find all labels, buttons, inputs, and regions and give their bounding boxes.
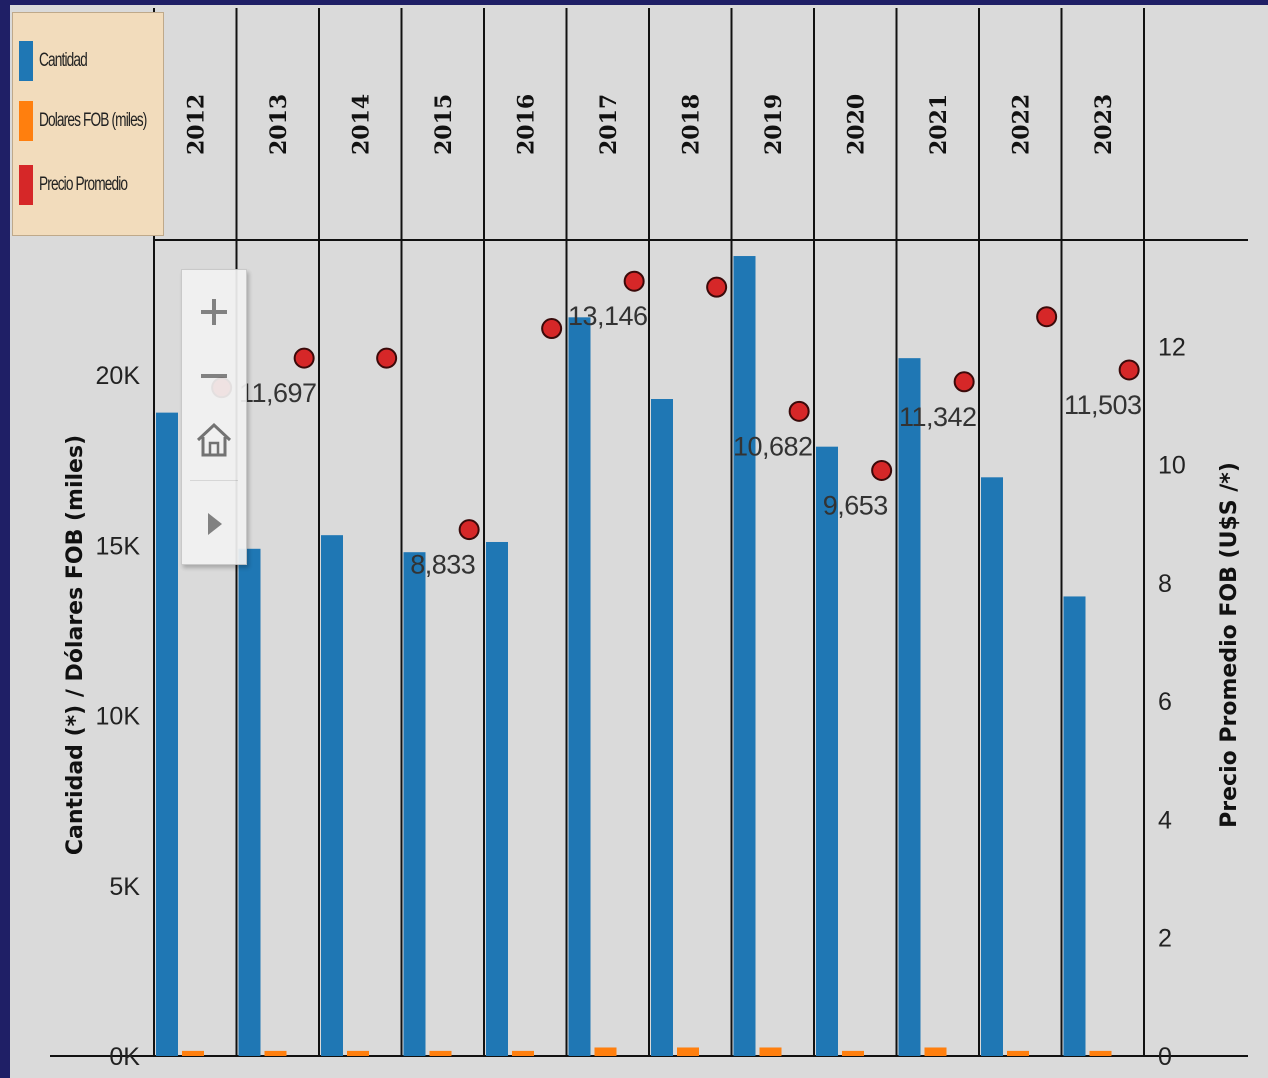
legend-item-precio[interactable]: Precio Promedio <box>19 165 161 205</box>
category-label: 2015 <box>431 94 457 155</box>
data-label: 8,833 <box>410 550 475 580</box>
point-precio-promedio <box>788 400 810 422</box>
category-label: 2014 <box>348 94 374 155</box>
category-label: 2013 <box>266 94 292 155</box>
bar-dolares-fob <box>1089 1050 1112 1056</box>
point-precio-promedio <box>953 371 975 393</box>
zoom-out-button[interactable] <box>182 344 246 408</box>
category-label: 2021 <box>926 94 952 155</box>
category-label: 2020 <box>843 94 869 155</box>
zoom-in-button[interactable] <box>182 280 246 344</box>
point-precio-promedio <box>623 270 645 292</box>
y-left-axis-title: Cantidad (*) / Dólares FOB (miles) <box>63 435 88 855</box>
y-right-tick-label: 0 <box>1158 1043 1172 1071</box>
point-precio-promedio <box>871 459 893 481</box>
legend-swatch-dolares <box>19 101 33 141</box>
legend-item-cantidad[interactable]: Cantidad <box>19 41 105 81</box>
y-right-tick-label: 10 <box>1158 452 1186 480</box>
data-label: 11,697 <box>239 378 317 408</box>
y-left-tick-label: 0K <box>109 1043 140 1071</box>
bar-dolares-fob <box>759 1047 782 1056</box>
home-button[interactable] <box>182 408 246 472</box>
zoom-controls <box>181 269 247 565</box>
bar-cantidad <box>816 446 838 1056</box>
category-label: 2023 <box>1091 94 1117 155</box>
legend-label-dolares: Dolares FOB (miles) <box>39 110 147 131</box>
bar-cantidad <box>238 548 261 1056</box>
data-label: 9,653 <box>823 490 888 520</box>
bar-dolares-fob <box>677 1047 699 1056</box>
plus-icon <box>201 299 227 325</box>
legend-label-precio: Precio Promedio <box>39 174 128 195</box>
bar-cantidad <box>1063 596 1086 1056</box>
frame-left <box>0 0 10 1078</box>
point-precio-promedio <box>458 519 480 541</box>
data-label: 13,146 <box>568 301 648 331</box>
bar-cantidad <box>156 412 178 1057</box>
point-precio-promedio <box>1036 306 1058 328</box>
data-label: 10,682 <box>733 431 813 461</box>
legend-item-dolares[interactable]: Dolares FOB (miles) <box>19 101 188 141</box>
bar-dolares-fob <box>1007 1050 1029 1056</box>
zoom-separator <box>190 480 238 481</box>
legend-label-cantidad: Cantidad <box>39 50 88 71</box>
bar-dolares-fob <box>429 1050 452 1056</box>
legend-swatch-precio <box>19 165 33 205</box>
frame-top <box>0 0 1268 5</box>
bar-dolares-fob <box>842 1050 864 1056</box>
legend-swatch-cantidad <box>19 41 33 81</box>
bar-cantidad <box>568 317 591 1056</box>
play-button[interactable] <box>182 492 246 556</box>
category-label: 2022 <box>1008 94 1034 155</box>
bar-dolares-fob <box>264 1050 287 1056</box>
play-icon <box>208 513 222 535</box>
bar-dolares-fob <box>924 1047 947 1056</box>
bar-cantidad <box>321 535 343 1056</box>
point-precio-promedio <box>293 347 315 369</box>
legend: Cantidad Dolares FOB (miles) Precio Prom… <box>12 12 164 236</box>
y-left-tick-label: 20K <box>96 362 141 390</box>
y-right-tick-label: 2 <box>1158 925 1172 953</box>
bar-cantidad <box>898 358 921 1056</box>
category-label: 2016 <box>513 94 539 155</box>
bar-cantidad <box>981 477 1003 1056</box>
data-label: 11,503 <box>1064 390 1142 420</box>
point-precio-promedio <box>1118 359 1140 381</box>
bar-dolares-fob <box>182 1050 204 1056</box>
bar-cantidad <box>403 552 426 1056</box>
y-left-tick-label: 10K <box>96 703 141 731</box>
y-right-tick-label: 4 <box>1158 806 1172 834</box>
bar-dolares-fob <box>347 1050 369 1056</box>
point-precio-promedio <box>706 276 728 298</box>
category-label: 2017 <box>596 94 622 155</box>
y-left-tick-label: 5K <box>109 873 140 901</box>
bar-cantidad <box>651 399 673 1057</box>
y-right-tick-label: 12 <box>1158 333 1186 361</box>
category-label: 2012 <box>183 94 209 155</box>
bar-dolares-fob <box>512 1050 534 1056</box>
point-precio-promedio <box>376 347 398 369</box>
home-icon <box>196 422 232 457</box>
bar-dolares-fob <box>594 1047 617 1056</box>
category-label: 2019 <box>761 94 787 155</box>
point-precio-promedio <box>541 318 563 340</box>
y-right-tick-label: 6 <box>1158 688 1172 716</box>
y-right-axis-title: Precio Promedio FOB (U$S /*) <box>1217 462 1242 828</box>
data-label: 11,342 <box>899 402 977 432</box>
y-right-tick-label: 8 <box>1158 570 1172 598</box>
bar-cantidad <box>733 256 756 1057</box>
bar-cantidad <box>486 541 508 1056</box>
y-left-tick-label: 15K <box>96 532 141 560</box>
minus-icon <box>201 374 227 378</box>
category-label: 2018 <box>678 94 704 155</box>
